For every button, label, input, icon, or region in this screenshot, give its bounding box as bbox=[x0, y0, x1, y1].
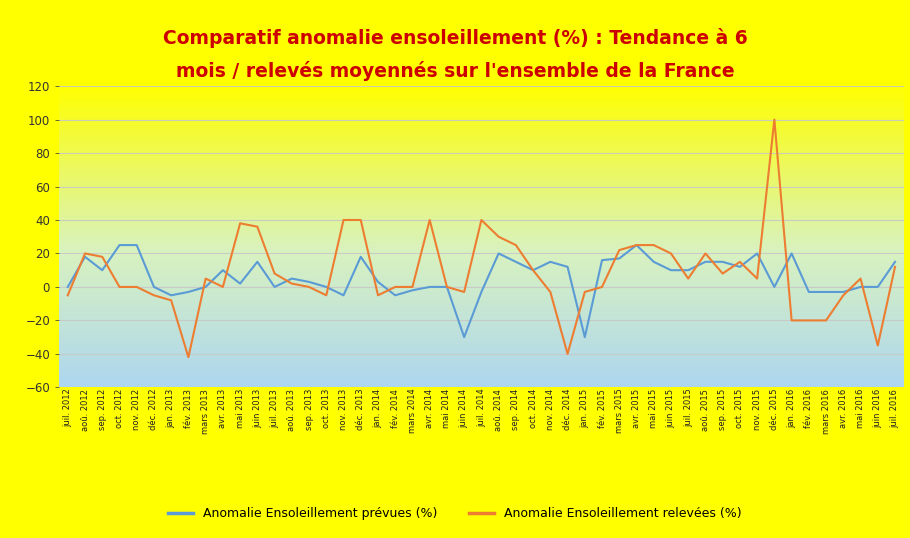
Legend: Anomalie Ensoleillement prévues (%), Anomalie Ensoleillement relevées (%): Anomalie Ensoleillement prévues (%), Ano… bbox=[164, 502, 746, 525]
Text: Comparatif anomalie ensoleillement (%) : Tendance à 6: Comparatif anomalie ensoleillement (%) :… bbox=[163, 27, 747, 47]
Text: mois / relevés moyennés sur l'ensemble de la France: mois / relevés moyennés sur l'ensemble d… bbox=[176, 61, 734, 81]
